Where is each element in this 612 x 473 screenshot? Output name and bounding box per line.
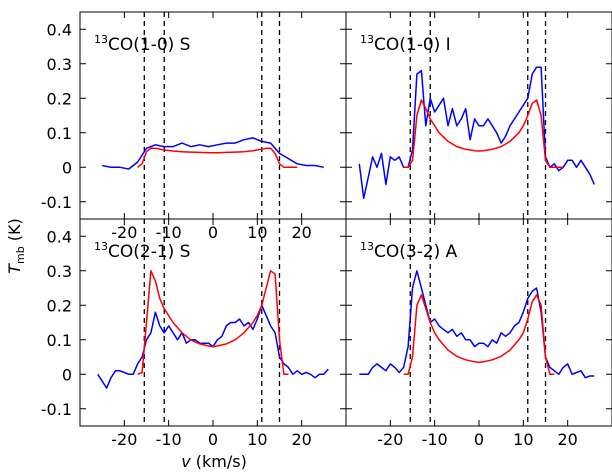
x-tick-label: -20 bbox=[111, 223, 137, 242]
panel-3: -20 -10 0 10 20 -0.1 0 0.1 0.2 0.3 0.4 13CO(2-1) S bbox=[41, 218, 347, 449]
x-tick-label: 10 bbox=[513, 430, 533, 449]
x-tick-label: -10 bbox=[422, 430, 448, 449]
panel-4: -20 -10 0 10 20 13CO(3-2) A bbox=[345, 218, 612, 449]
y-tick-label: 0.4 bbox=[47, 227, 72, 246]
x-tick-label: -10 bbox=[156, 223, 182, 242]
y-tick-label: 0 bbox=[62, 158, 72, 177]
y-tick-label: 0.1 bbox=[47, 124, 72, 143]
x-axis-label: v (km/s) bbox=[181, 452, 247, 471]
y-tick-label: 0.2 bbox=[47, 89, 72, 108]
y-tick-label: -0.1 bbox=[41, 400, 72, 419]
y-tick-label: 0.3 bbox=[47, 55, 72, 74]
svg-text:Tmb (K): Tmb (K) bbox=[5, 218, 27, 274]
panel-1: -20 -10 0 10 20 -0.1 0 0.1 0.2 0.3 0.4 13CO(1-0) S bbox=[41, 11, 347, 242]
x-tick-label: 20 bbox=[291, 223, 311, 242]
panel-title: 13CO(1-0) S bbox=[94, 33, 190, 55]
observed-spectrum-line bbox=[359, 270, 595, 379]
panel-title: 13CO(3-2) A bbox=[360, 240, 458, 262]
model-spectrum-line bbox=[137, 147, 298, 169]
panel-title: 13CO(2-1) S bbox=[94, 240, 190, 262]
x-tick-label: 10 bbox=[247, 430, 267, 449]
x-tick-label: -20 bbox=[111, 430, 137, 449]
x-tick-label: 10 bbox=[247, 223, 267, 242]
x-tick-label: 0 bbox=[208, 223, 218, 242]
x-tick-label: 0 bbox=[208, 430, 218, 449]
observed-spectrum-line bbox=[102, 137, 324, 170]
panel-2: 13CO(1-0) I bbox=[345, 11, 612, 220]
y-tick-label: 0.1 bbox=[47, 331, 72, 350]
x-tick-label: 0 bbox=[474, 430, 484, 449]
x-tick-label: 20 bbox=[557, 430, 577, 449]
x-tick-label: -10 bbox=[156, 430, 182, 449]
model-spectrum-line bbox=[403, 294, 555, 376]
y-tick-label: 0 bbox=[62, 365, 72, 384]
x-tick-label: 20 bbox=[291, 430, 311, 449]
panel-title: 13CO(1-0) I bbox=[360, 33, 451, 55]
observed-spectrum-line bbox=[358, 66, 595, 200]
x-tick-label: -20 bbox=[377, 430, 403, 449]
y-tick-label: 0.3 bbox=[47, 262, 72, 281]
model-spectrum-line bbox=[137, 270, 289, 376]
y-tick-label: -0.1 bbox=[41, 193, 72, 212]
y-tick-label: 0.2 bbox=[47, 296, 72, 315]
y-tick-label: 0.4 bbox=[47, 20, 72, 39]
model-spectrum-line bbox=[403, 99, 564, 169]
y-axis-label: Tmb (K) bbox=[5, 218, 27, 274]
